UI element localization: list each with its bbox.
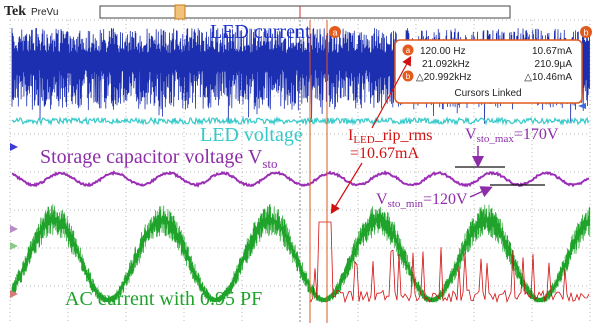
- cursor-a-label: a: [332, 28, 337, 38]
- vmax-value: =170V: [514, 126, 559, 143]
- storage-text: Storage capacitor voltage V: [40, 146, 263, 168]
- readout-value: 10.67mA: [532, 46, 572, 57]
- readout-value: △10.46mA: [524, 72, 572, 83]
- vmin-value: =120V: [423, 191, 468, 208]
- ac-current-label: AC current with 0.95 PF: [65, 288, 262, 310]
- led-voltage-label: LED voltage: [200, 124, 303, 146]
- readout-b-label: b: [406, 72, 411, 81]
- readout-value: 21.092kHz: [422, 59, 470, 70]
- ripple-value: =10.67mA: [350, 145, 419, 162]
- mode: PreVu: [31, 7, 58, 18]
- readout-footer: Cursors Linked: [454, 88, 521, 99]
- storage-sub: sto: [262, 156, 277, 171]
- record-bar: [100, 6, 510, 18]
- readout-value: △20.992kHz: [416, 72, 472, 83]
- record-window: [175, 5, 185, 19]
- ripple-rest: _rip_rms: [374, 127, 433, 144]
- led-current-label: LED current: [210, 21, 311, 43]
- cursor-readout: a b 120.00 Hz 10.67mA 21.092kHz 210.9µA …: [395, 40, 582, 103]
- cursor-b-label: b: [583, 28, 588, 38]
- vmin-main: V: [376, 191, 388, 208]
- readout-value: 210.9µA: [535, 59, 573, 70]
- readout-value: 120.00 Hz: [420, 46, 466, 57]
- vmax-main: V: [465, 126, 477, 143]
- vmax-sub: sto_max: [477, 133, 515, 145]
- logo: Tek: [4, 4, 26, 19]
- vmin-sub: sto_min: [388, 198, 424, 210]
- readout-a-label: a: [406, 46, 411, 55]
- oscilloscope-screen: Tek PreVu a b a b 120.00 Hz 10.67mA 21.0…: [0, 0, 594, 323]
- storage-label: Storage capacitor voltage Vsto: [40, 146, 278, 171]
